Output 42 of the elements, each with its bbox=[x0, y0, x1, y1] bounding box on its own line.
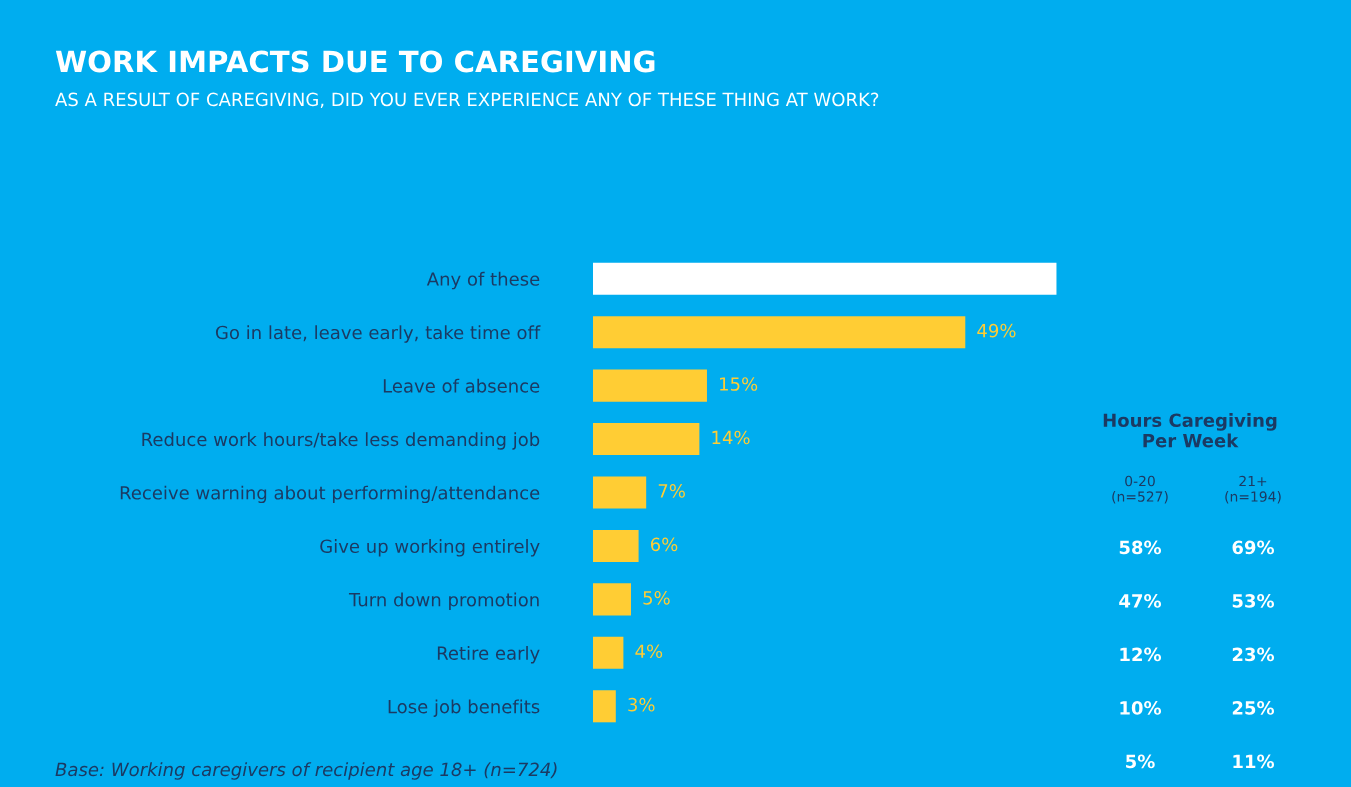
bar bbox=[593, 583, 631, 616]
chart-subtitle: AS A RESULT OF CAREGIVING, DID YOU EVER EXPERIENCE ANY OF THESE THING AT WORK? bbox=[55, 92, 879, 109]
bar bbox=[593, 529, 639, 562]
bar bbox=[593, 262, 1057, 295]
text: WORK IMPACTS DUE TO CAREGIVING bbox=[55, 50, 655, 73]
data-label: 11% bbox=[1233, 754, 1275, 769]
data-label: 14% bbox=[712, 430, 750, 445]
data-label: 10% bbox=[1120, 701, 1162, 715]
category-label: 21+ (n=194) bbox=[1225, 475, 1281, 504]
data-label: 7% bbox=[658, 484, 685, 498]
data-label: 5% bbox=[643, 590, 670, 605]
data-label: 15% bbox=[720, 377, 758, 391]
data-label: 4% bbox=[635, 644, 663, 659]
data-label: 3% bbox=[628, 697, 655, 712]
bar bbox=[593, 690, 616, 723]
bar bbox=[593, 636, 624, 669]
y-tick-label: Any of these bbox=[426, 271, 540, 290]
data-label: 47% bbox=[1119, 594, 1162, 608]
data-label: 5% bbox=[1126, 754, 1155, 769]
y-tick-label: Lose job benefits bbox=[388, 699, 540, 717]
data-label: 6% bbox=[650, 537, 678, 552]
y-tick-label: Leave of absence bbox=[383, 378, 540, 393]
data-label: 69% bbox=[1232, 540, 1275, 555]
category-label: 0-20 (n=527) bbox=[1112, 475, 1168, 504]
data-label: 49% bbox=[977, 323, 1016, 338]
data-label: 23% bbox=[1232, 647, 1275, 662]
bar bbox=[593, 369, 707, 402]
text: Base: Working caregivers of recipient age 18+ (n=724) bbox=[55, 762, 557, 780]
y-tick-label: Give up working entirely bbox=[320, 539, 540, 557]
bar bbox=[593, 316, 966, 349]
data-label: 53% bbox=[1232, 594, 1275, 608]
y-tick-label: Reduce work hours/take less demanding job bbox=[142, 432, 540, 450]
y-tick-label: Receive warning about performing/attendance bbox=[120, 485, 540, 504]
y-tick-label: Go in late, leave early, take time off bbox=[215, 325, 541, 343]
data-label: 12% bbox=[1120, 647, 1162, 662]
data-label: 58% bbox=[1119, 540, 1162, 555]
bar bbox=[593, 476, 647, 509]
bar bbox=[593, 423, 700, 456]
data-label: 25% bbox=[1232, 701, 1275, 715]
y-tick-label: Retire early bbox=[437, 645, 540, 664]
y-tick-label: Turn down promotion bbox=[348, 592, 539, 610]
text: Hours Caregiving Per Week bbox=[1103, 413, 1277, 448]
